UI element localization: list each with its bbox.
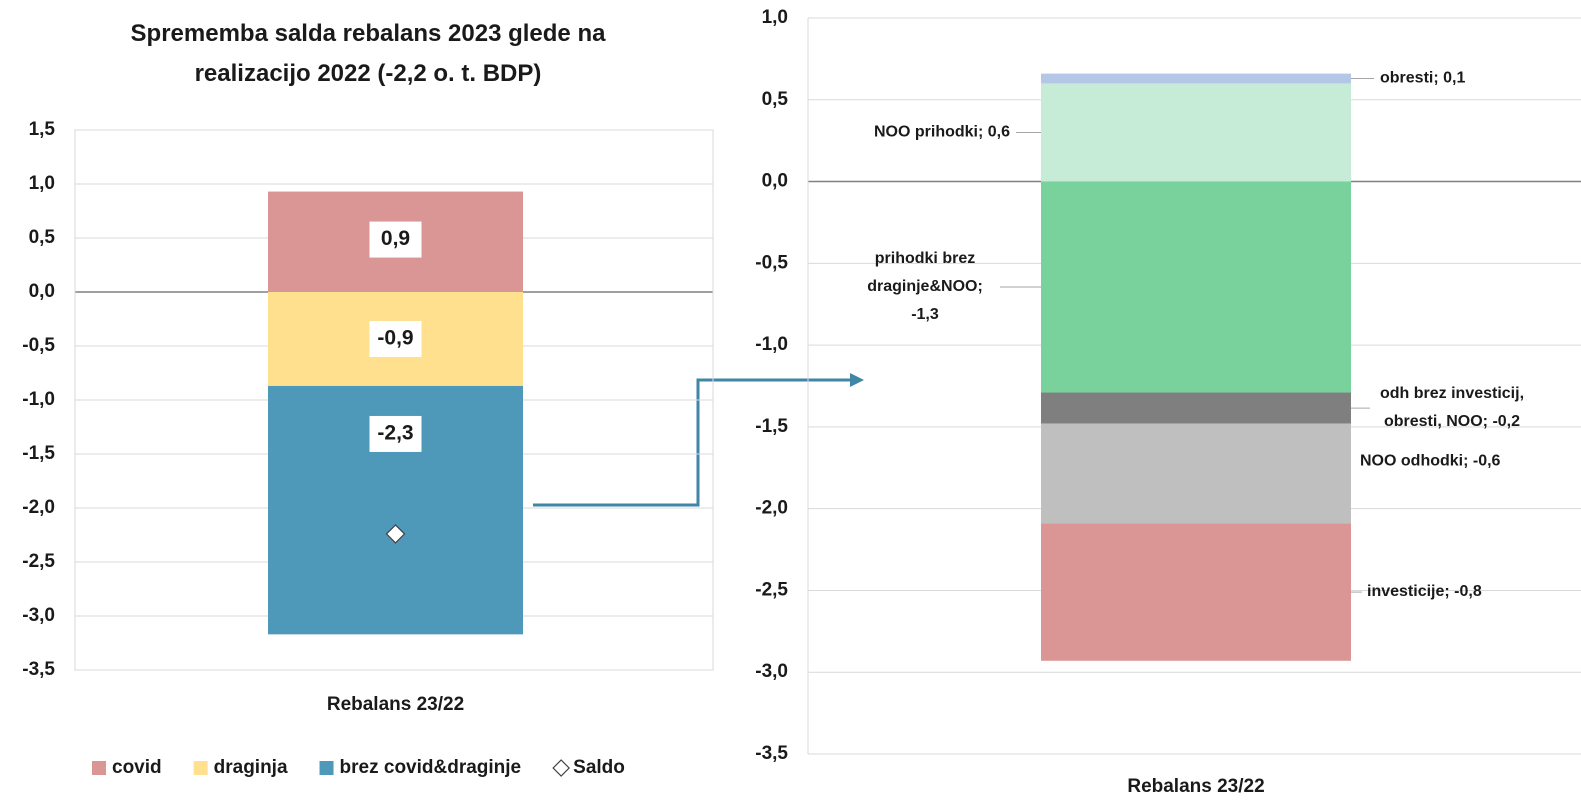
data-label: prihodki brez draginje&NOO; -1,3: [867, 250, 983, 323]
x-tick-label: Rebalans 23/22: [1127, 776, 1264, 797]
y-tick-label: -0,5: [755, 252, 788, 273]
data-label-box: [369, 415, 422, 452]
y-tick-label: 1,5: [29, 119, 56, 140]
y-tick-label: -3,0: [755, 661, 788, 682]
y-tick-label: -1,5: [22, 443, 55, 464]
data-label: -2,3: [377, 422, 413, 445]
data-label: investicije; -0,8: [1367, 583, 1482, 600]
y-tick-label: -2,5: [22, 551, 55, 572]
y-tick-label: -3,0: [22, 605, 55, 626]
y-tick-label: -3,5: [22, 659, 55, 680]
legend-swatch: [319, 761, 334, 775]
connector-arrow: [533, 378, 852, 507]
data-label-box: [369, 221, 422, 258]
arrow-head: [850, 373, 864, 387]
y-tick-label: -0,5: [22, 335, 55, 356]
legend-swatch: [92, 761, 106, 775]
data-label: NOO odhodki; -0,6: [1360, 453, 1501, 470]
bar-segment: [1041, 73, 1351, 84]
legend-label: Saldo: [573, 757, 625, 778]
y-tick-label: -1,5: [755, 416, 788, 437]
y-tick-label: 0,5: [762, 89, 789, 110]
data-label: odh brez investicij, obresti, NOO; -0,2: [1380, 385, 1524, 430]
y-tick-label: -3,5: [755, 743, 788, 764]
data-label: -0,9: [377, 327, 413, 350]
y-tick-label: -1,0: [22, 389, 55, 410]
legend-label: covid: [112, 757, 162, 778]
bar-segment: [1041, 181, 1351, 393]
bar-segment: [1041, 83, 1351, 182]
y-tick-label: -2,0: [755, 498, 788, 519]
y-tick-label: 0,0: [29, 281, 55, 302]
plot-border: [74, 129, 714, 671]
legend-marker: [552, 759, 570, 777]
y-tick-label: -1,0: [755, 334, 788, 355]
y-tick-label: -2,5: [755, 579, 788, 600]
data-label: 0,9: [381, 227, 410, 250]
y-tick-label: 0,5: [29, 227, 56, 248]
bar-segment: [1041, 523, 1351, 661]
data-label-box: [369, 320, 422, 357]
bar-segment: [1041, 392, 1351, 424]
data-label: NOO prihodki; 0,6: [874, 124, 1010, 141]
chart-title: Sprememba salda rebalans 2023 glede na re…: [131, 20, 607, 87]
x-tick-label: Rebalans 23/22: [327, 694, 464, 715]
y-tick-label: 1,0: [29, 173, 55, 194]
y-tick-label: 0,0: [762, 171, 788, 192]
y-tick-label: -2,0: [22, 497, 55, 518]
legend-swatch: [193, 761, 208, 775]
legend-label: brez covid&draginje: [340, 757, 522, 778]
data-label: obresti; 0,1: [1380, 70, 1465, 87]
y-tick-label: 1,0: [762, 7, 788, 28]
bar-segment: [1041, 423, 1351, 524]
saldo-marker: [385, 524, 406, 544]
legend-label: draginja: [214, 757, 288, 778]
